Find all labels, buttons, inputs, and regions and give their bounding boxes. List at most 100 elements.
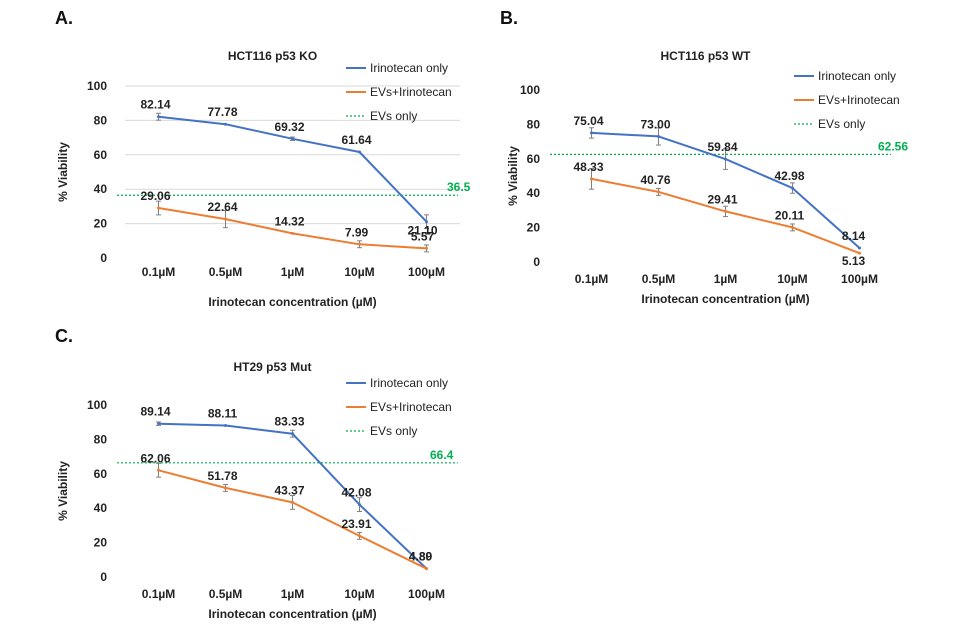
y-tick-label: 100 <box>87 79 107 93</box>
data-point <box>791 225 794 229</box>
data-label: 14.32 <box>274 214 304 228</box>
data-point <box>224 486 227 490</box>
y-axis-label: % Viability <box>506 146 520 206</box>
data-label: 48.33 <box>573 160 603 174</box>
chart-panel-c: C. HT29 p53 Mut 0 20 40 60 80 100 0.1µM 0.5µM 1µM 1… <box>55 326 458 621</box>
chart-panel-a: A. HCT116 p53 KO 0 20 40 60 80 100 0.1µM 0.5µM 1µM… <box>55 8 471 309</box>
data-label: 62.06 <box>140 451 170 465</box>
x-axis-label: Irinotecan concentration (µM) <box>641 292 809 306</box>
data-label: 42.08 <box>341 486 371 500</box>
y-tick-label: 60 <box>527 152 541 166</box>
data-point <box>224 217 227 221</box>
data-label: 83.33 <box>274 415 304 429</box>
y-tick-label: 40 <box>527 186 541 200</box>
y-tick-label: 80 <box>527 117 541 131</box>
data-point <box>157 422 160 426</box>
data-label: 51.78 <box>207 469 237 483</box>
x-tick-label: 10µM <box>344 265 374 279</box>
legend-entry: Irinotecan only <box>370 61 448 75</box>
data-point <box>358 242 361 246</box>
data-label: 88.11 <box>208 406 238 420</box>
data-point <box>590 131 593 135</box>
data-label: 29.06 <box>140 189 170 203</box>
y-tick-label: 60 <box>94 148 108 162</box>
panel-letter: B. <box>500 8 518 28</box>
data-point <box>858 246 861 250</box>
data-label: 82.14 <box>140 98 170 112</box>
data-label: 73.00 <box>640 117 670 131</box>
data-label: 4.89 <box>409 550 433 564</box>
chart-title: HT29 p53 Mut <box>233 360 311 374</box>
data-label: 4.80 <box>409 550 433 564</box>
data-point <box>157 206 160 210</box>
chart-title: HCT116 p53 WT <box>660 49 751 63</box>
data-label: 61.64 <box>341 133 371 147</box>
y-tick-label: 20 <box>94 536 108 550</box>
data-label: 69.32 <box>274 120 304 134</box>
data-point <box>858 251 861 255</box>
data-label: 8.14 <box>842 229 866 243</box>
data-label: 22.64 <box>207 200 237 214</box>
y-tick-label: 40 <box>94 501 108 515</box>
evs-only-value-label: 36.5 <box>447 180 471 194</box>
data-label: 42.98 <box>774 169 804 183</box>
legend-entry: EVs only <box>818 117 865 131</box>
data-point <box>425 567 428 571</box>
data-point <box>425 246 428 250</box>
data-label: 5.13 <box>842 254 866 268</box>
x-tick-label: 0.1µM <box>142 587 176 601</box>
y-tick-label: 80 <box>94 113 108 127</box>
data-label: 20.11 <box>775 208 805 222</box>
y-axis-label: % Viability <box>56 142 70 202</box>
y-tick-label: 0 <box>100 570 107 584</box>
x-tick-label: 0.1µM <box>575 272 609 286</box>
x-tick-label: 0.5µM <box>209 265 243 279</box>
x-tick-label: 1µM <box>714 272 738 286</box>
data-label: 5.57 <box>411 229 435 243</box>
x-tick-label: 100µM <box>408 587 445 601</box>
chart-panel-b: B. HCT116 p53 WT 0 20 40 60 80 100 0.1µM 0.5µM 1µM… <box>500 8 908 306</box>
x-tick-label: 10µM <box>344 587 374 601</box>
data-label: 75.04 <box>573 114 603 128</box>
y-tick-label: 100 <box>87 398 107 412</box>
data-point <box>724 209 727 213</box>
x-tick-label: 1µM <box>281 587 305 601</box>
legend-entry: EVs+Irinotecan <box>370 85 452 99</box>
data-label: 77.78 <box>207 105 237 119</box>
panel-letter: A. <box>55 8 73 28</box>
legend-entry: EVs only <box>370 424 417 438</box>
x-axis-label: Irinotecan concentration (µM) <box>208 607 376 621</box>
data-point <box>358 150 361 154</box>
data-label: 29.41 <box>707 192 737 206</box>
legend-entry: EVs only <box>370 109 417 123</box>
x-tick-label: 10µM <box>777 272 807 286</box>
y-tick-label: 0 <box>100 251 107 265</box>
data-point <box>657 190 660 194</box>
data-label: 21.10 <box>407 224 437 238</box>
data-label: 7.99 <box>345 225 369 239</box>
data-label: 43.37 <box>274 483 304 497</box>
data-point <box>791 186 794 190</box>
data-point <box>358 534 361 538</box>
legend-entry: Irinotecan only <box>370 376 448 390</box>
data-point <box>724 157 727 161</box>
data-label: 89.14 <box>140 405 170 419</box>
data-point <box>291 432 294 436</box>
x-tick-label: 100µM <box>408 265 445 279</box>
data-point <box>590 177 593 181</box>
y-tick-label: 100 <box>520 83 540 97</box>
x-tick-label: 0.5µM <box>209 587 243 601</box>
legend-entry: EVs+Irinotecan <box>370 400 452 414</box>
y-tick-label: 60 <box>94 467 108 481</box>
legend-entry: EVs+Irinotecan <box>818 93 900 107</box>
data-point <box>291 500 294 504</box>
x-axis-label: Irinotecan concentration (µM) <box>208 295 376 309</box>
y-tick-label: 20 <box>94 217 108 231</box>
x-tick-label: 0.1µM <box>142 265 176 279</box>
data-point <box>157 115 160 119</box>
data-point <box>291 137 294 141</box>
data-point <box>224 122 227 126</box>
legend-entry: Irinotecan only <box>818 69 896 83</box>
y-tick-label: 80 <box>94 432 108 446</box>
